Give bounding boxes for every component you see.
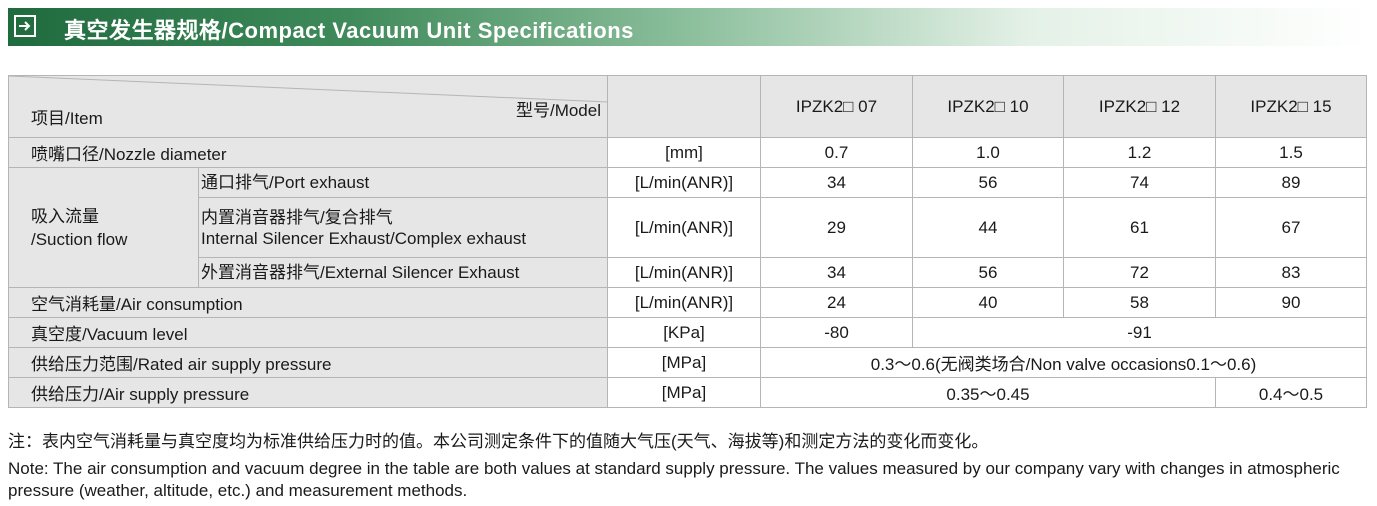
row: 供给压力范围/Rated air supply pressure [MPa] 0… bbox=[8, 347, 1367, 378]
row-label: 空气消耗量/Air consumption bbox=[8, 287, 608, 318]
cell: -91 bbox=[912, 317, 1367, 348]
cell: 29 bbox=[760, 197, 913, 258]
cell: 0.7 bbox=[760, 137, 913, 168]
diagonal bbox=[9, 76, 608, 103]
label-line: 内置消音器排气/复合排气 bbox=[201, 207, 393, 227]
row-label: 通口排气/Port exhaust bbox=[198, 167, 608, 198]
model: IPZK2□ 10 bbox=[912, 75, 1064, 138]
model: IPZK2□ 07 bbox=[760, 75, 913, 138]
corner-item: 项目/Item bbox=[31, 109, 103, 128]
cell: 44 bbox=[912, 197, 1064, 258]
unit: [L/min(ANR)] bbox=[607, 197, 761, 258]
title: 真空发生器规格/Compact Vacuum Unit Specificatio… bbox=[64, 18, 634, 43]
cell: 67 bbox=[1215, 197, 1367, 258]
arrow bbox=[19, 21, 31, 31]
label-line: Internal Silencer Exhaust/Complex exhaus… bbox=[201, 228, 527, 248]
row-label: 外置消音器排气/External Silencer Exhaust bbox=[198, 257, 608, 288]
row: 供给压力/Air supply pressure [MPa] 0.35～0.45… bbox=[8, 377, 1367, 408]
row: 喷嘴口径/Nozzle diameter [mm] 0.7 1.0 1.2 1.… bbox=[8, 137, 1367, 168]
cell: 83 bbox=[1215, 257, 1367, 288]
cell: 1.0 bbox=[912, 137, 1064, 168]
corner-cell: 项目/Item 型号/Model bbox=[8, 75, 608, 138]
row: 空气消耗量/Air consumption [L/min(ANR)] 24 40… bbox=[8, 287, 1367, 318]
unit: [L/min(ANR)] bbox=[607, 287, 761, 318]
arrow-icon bbox=[14, 15, 36, 37]
header-row: 项目/Item 型号/Model IPZK2□ 07 IPZK2□ 10 IPZ… bbox=[8, 75, 1367, 138]
row-label: 真空度/Vacuum level bbox=[8, 317, 608, 348]
unit: [MPa] bbox=[607, 347, 761, 378]
unit: [mm] bbox=[607, 137, 761, 168]
unit: [MPa] bbox=[607, 377, 761, 408]
note-en: Note: The air consumption and vacuum deg… bbox=[8, 459, 1340, 500]
model: IPZK2□ 15 bbox=[1215, 75, 1367, 138]
row: 真空度/Vacuum level [KPa] -80 -91 bbox=[8, 317, 1367, 348]
unit: [L/min(ANR)] bbox=[607, 257, 761, 288]
unit: [L/min(ANR)] bbox=[607, 167, 761, 198]
row: 内置消音器排气/复合排气 Internal Silencer Exhaust/Co… bbox=[9, 197, 1367, 258]
note-zh: 注：表内空气消耗量与真空度均为标准供给压力时的值。本公司测定条件下的值随大气压(… bbox=[8, 432, 989, 451]
cell: 34 bbox=[760, 167, 913, 198]
cell: 40 bbox=[912, 287, 1064, 318]
cell: 72 bbox=[1063, 257, 1216, 288]
unit: [KPa] bbox=[607, 317, 761, 348]
cell: 74 bbox=[1063, 167, 1216, 198]
cell: 90 bbox=[1215, 287, 1367, 318]
model: IPZK2□ 12 bbox=[1063, 75, 1216, 138]
cell: 34 bbox=[760, 257, 913, 288]
row: 吸入流量/Suction flow 通口排气/Port exhaust [L/m… bbox=[8, 167, 1367, 288]
cell: 0.3～0.6(无阀类场合/Non valve occasions0.1～0.6… bbox=[760, 347, 1367, 378]
row: 外置消音器排气/External Silencer Exhaust [L/min… bbox=[9, 257, 1367, 288]
cell: -80 bbox=[760, 317, 913, 348]
group-label: 吸入流量/Suction flow bbox=[8, 167, 199, 288]
row-label: 喷嘴口径/Nozzle diameter bbox=[8, 137, 608, 168]
cell: 1.5 bbox=[1215, 137, 1367, 168]
row-label: 供给压力范围/Rated air supply pressure bbox=[8, 347, 608, 378]
cell: 1.2 bbox=[1063, 137, 1216, 168]
label-line: /Suction flow bbox=[31, 229, 128, 249]
corner-model: 型号/Model bbox=[515, 101, 601, 120]
header-bar: 真空发生器规格/Compact Vacuum Unit Specificatio… bbox=[8, 8, 1370, 46]
cell: 56 bbox=[912, 257, 1064, 288]
cell: 56 bbox=[912, 167, 1064, 198]
cell: 0.4～0.5 bbox=[1215, 377, 1367, 408]
row-label: 供给压力/Air supply pressure bbox=[8, 377, 608, 408]
cell: 0.35～0.45 bbox=[760, 377, 1216, 408]
cell: 89 bbox=[1215, 167, 1367, 198]
row-label: 内置消音器排气/复合排气 Internal Silencer Exhaust/Co… bbox=[198, 197, 608, 258]
spec-table: 项目/Item 型号/Model IPZK2□ 07 IPZK2□ 10 IPZ… bbox=[8, 75, 1367, 408]
cell: 58 bbox=[1063, 287, 1216, 318]
cell: 24 bbox=[760, 287, 913, 318]
cell: 61 bbox=[1063, 197, 1216, 258]
unit-header bbox=[607, 75, 761, 138]
label-line: 吸入流量 bbox=[31, 206, 99, 226]
